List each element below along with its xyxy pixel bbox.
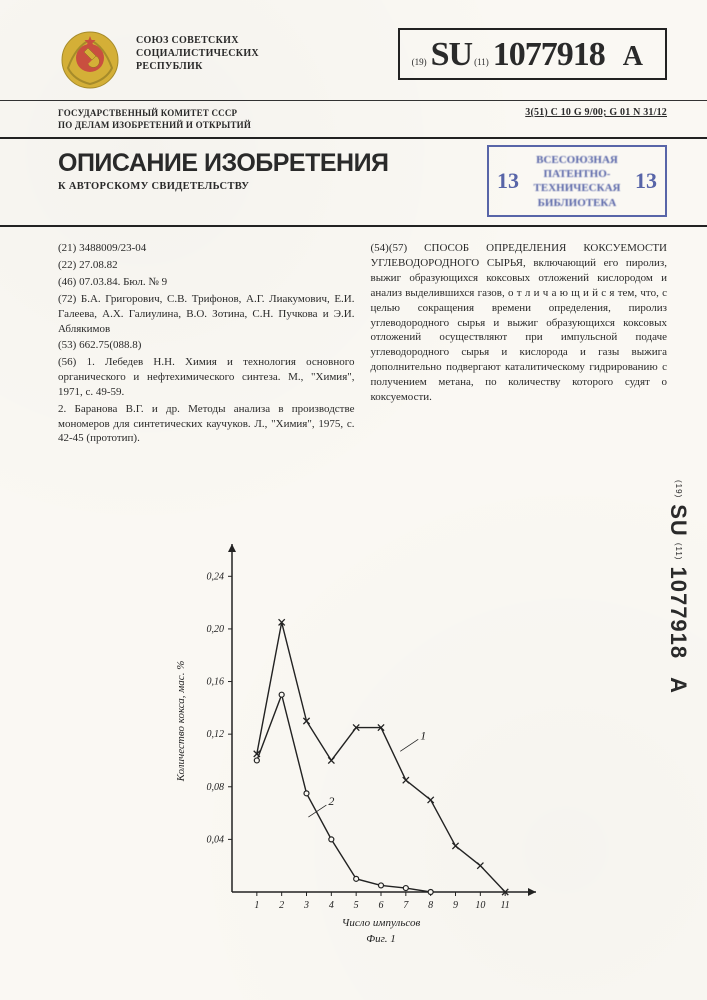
left-column: (21) 3488009/23-04 (22) 27.08.82 (46) 07… <box>58 241 355 448</box>
figure-1-chart: 0,040,080,120,160,200,24123456789101112Ч… <box>170 530 550 950</box>
right-column: (54)(57) СПОСОБ ОПРЕДЕЛЕНИЯ КОКСУЕМОСТИ … <box>371 241 668 448</box>
classification-code: 3(51) С 10 G 9/00; G 01 N 31/12 <box>525 107 667 131</box>
patent-number-box: (19) SU (11) 1077918 A <box>398 28 667 80</box>
union-title-line: СОЦИАЛИСТИЧЕСКИХ <box>136 47 259 60</box>
svg-text:4: 4 <box>329 900 334 911</box>
svg-text:1: 1 <box>254 900 259 911</box>
svg-text:2: 2 <box>279 900 284 911</box>
svg-text:11: 11 <box>501 900 510 911</box>
field-56-ref1: (56) 1. Лебедев Н.Н. Химия и технология … <box>58 355 355 400</box>
svg-text:Фиг. 1: Фиг. 1 <box>366 933 396 945</box>
ussr-emblem-icon <box>58 28 122 92</box>
subheader: ГОСУДАРСТВЕННЫЙ КОМИТЕТ СССР ПО ДЕЛАМ ИЗ… <box>0 101 707 139</box>
title-row: ОПИСАНИЕ ИЗОБРЕТЕНИЯ К АВТОРСКОМУ СВИДЕТ… <box>0 139 707 227</box>
committee-name: ГОСУДАРСТВЕННЫЙ КОМИТЕТ СССР ПО ДЕЛАМ ИЗ… <box>58 107 251 131</box>
svg-text:Число импульсов: Число импульсов <box>342 917 421 929</box>
stamp-number-right: 13 <box>635 168 657 194</box>
svg-text:0,04: 0,04 <box>207 834 225 845</box>
stamp-text: ВСЕСОЮЗНАЯ ПАТЕНТНО- ТЕХНИЧЕСКАЯ БИБЛИОТ… <box>534 153 621 210</box>
code-su: SU <box>431 36 472 74</box>
svg-text:9: 9 <box>453 900 458 911</box>
header: СОЮЗ СОВЕТСКИХ СОЦИАЛИСТИЧЕСКИХ РЕСПУБЛИ… <box>0 0 707 101</box>
svg-text:6: 6 <box>379 900 384 911</box>
svg-text:2: 2 <box>328 794 334 808</box>
svg-text:0,16: 0,16 <box>207 677 225 688</box>
svg-text:10: 10 <box>475 900 485 911</box>
svg-text:0,12: 0,12 <box>207 729 225 740</box>
body-text: (21) 3488009/23-04 (22) 27.08.82 (46) 07… <box>0 227 707 448</box>
svg-text:5: 5 <box>354 900 359 911</box>
svg-text:0,24: 0,24 <box>207 571 225 582</box>
svg-text:1: 1 <box>420 728 426 742</box>
field-21: (21) 3488009/23-04 <box>58 241 355 256</box>
document-subtitle: К АВТОРСКОМУ СВИДЕТЕЛЬСТВУ <box>58 181 389 192</box>
field-22: (22) 27.08.82 <box>58 258 355 273</box>
document-title: ОПИСАНИЕ ИЗОБРЕТЕНИЯ <box>58 149 389 178</box>
union-title: СОЮЗ СОВЕТСКИХ СОЦИАЛИСТИЧЕСКИХ РЕСПУБЛИ… <box>136 34 259 73</box>
field-56-ref2: 2. Баранова В.Г. и др. Методы анализа в … <box>58 402 355 447</box>
field-46: (46) 07.03.84. Бюл. № 9 <box>58 275 355 290</box>
union-title-line: РЕСПУБЛИК <box>136 60 259 73</box>
svg-text:Количество кокса, мас. %: Количество кокса, мас. % <box>175 661 187 783</box>
code-suffix: A <box>623 41 643 73</box>
field-72-authors: (72) Б.А. Григорович, С.В. Трифонов, А.Г… <box>58 292 355 337</box>
code-prefix: (19) <box>412 57 427 67</box>
side-patent-label: (19) SU (11) 1077918 A <box>665 480 691 694</box>
committee-line: ПО ДЕЛАМ ИЗОБРЕТЕНИЙ И ОТКРЫТИЙ <box>58 119 251 131</box>
svg-text:3: 3 <box>303 900 309 911</box>
union-title-line: СОЮЗ СОВЕТСКИХ <box>136 34 259 47</box>
library-stamp: 13 ВСЕСОЮЗНАЯ ПАТЕНТНО- ТЕХНИЧЕСКАЯ БИБЛ… <box>487 145 667 217</box>
abstract-text: (54)(57) СПОСОБ ОПРЕДЕЛЕНИЯ КОКСУЕМОСТИ … <box>371 241 668 404</box>
svg-text:7: 7 <box>403 900 409 911</box>
svg-text:0,20: 0,20 <box>207 624 225 635</box>
stamp-number-left: 13 <box>497 168 519 194</box>
svg-text:8: 8 <box>428 900 433 911</box>
field-53: (53) 662.75(088.8) <box>58 338 355 353</box>
code-sub: (11) <box>474 57 489 67</box>
svg-text:0,08: 0,08 <box>207 782 225 793</box>
title-block: ОПИСАНИЕ ИЗОБРЕТЕНИЯ К АВТОРСКОМУ СВИДЕТ… <box>58 149 389 217</box>
committee-line: ГОСУДАРСТВЕННЫЙ КОМИТЕТ СССР <box>58 107 251 119</box>
code-number: 1077918 <box>493 36 605 74</box>
